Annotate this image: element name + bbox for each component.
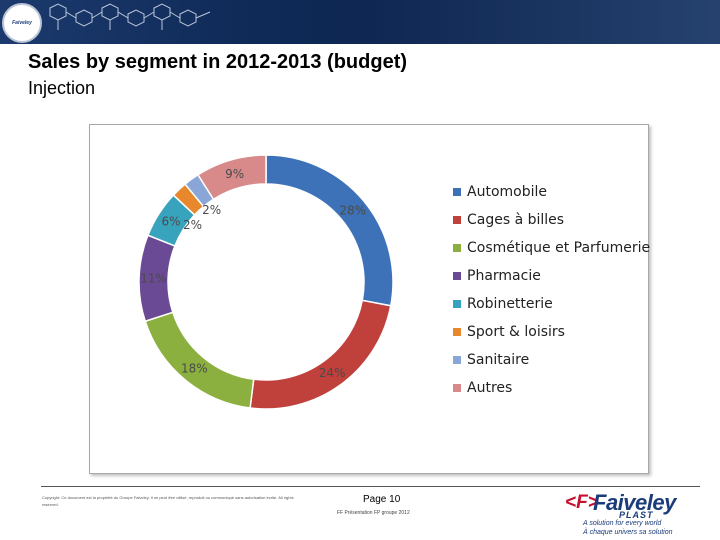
footer-disclaimer: Copyright: Ce document est la propriété … (42, 495, 294, 507)
legend-swatch (453, 272, 461, 280)
donut-slice-automobile (265, 154, 394, 307)
legend-label: Cages à billes (467, 212, 565, 228)
legend-swatch (453, 328, 461, 336)
page-footer-subtitle: FF Présentation FP groupe 2012 (337, 510, 410, 516)
legend-label: Autres (467, 380, 513, 396)
brand-tagline-en: A solution for every world (583, 520, 662, 527)
faiveley-logo: Faiveley (2, 3, 42, 43)
data-label-automobile: 28% (339, 203, 366, 217)
chart-frame: 28% 24% 18% 11% 6% 2% 2% 9% Automobile Cages à b… (89, 124, 651, 474)
legend-label: Sanitaire (467, 352, 530, 368)
data-label-sport-loisirs: 2% (183, 218, 202, 232)
faiveley-logo-text: Faiveley (12, 20, 32, 26)
faiveley-plast-logo: <F> Faiveley PLAST A solution for every … (565, 490, 705, 538)
molecule-decoration (49, 3, 211, 30)
footer-divider (41, 486, 700, 487)
data-label-pharmacie: 11% (140, 271, 167, 285)
page-title: Sales by segment in 2012-2013 (budget) (28, 51, 408, 73)
data-label-robinetterie: 6% (161, 215, 180, 229)
page-number: Page 10 (363, 494, 401, 505)
brand-mark: <F> (565, 492, 599, 513)
brand-tagline-fr: À chaque univers sa solution (583, 529, 673, 536)
brand-name: Faiveley (593, 490, 676, 515)
legend-swatch (453, 188, 461, 196)
legend-label: Robinetterie (467, 296, 553, 312)
page-subtitle: Injection (28, 78, 96, 98)
legend-swatch (453, 356, 461, 364)
legend-swatch (453, 244, 461, 252)
donut-slice-cosmetique-et-parfumerie (144, 311, 255, 409)
legend-label: Cosmétique et Parfumerie (467, 240, 651, 256)
legend-swatch (453, 216, 461, 224)
brand-sub: PLAST (619, 510, 654, 520)
data-label-sanitaire: 2% (202, 203, 221, 217)
header-banner: Faiveley (0, 0, 720, 44)
donut-slice-cages-a-billes (249, 299, 392, 410)
legend-label: Sport & loisirs (467, 324, 565, 340)
legend-swatch (453, 384, 461, 392)
data-label-cosmetique-et-parfumerie: 18% (181, 362, 208, 376)
data-label-autres: 9% (225, 167, 244, 181)
donut-chart: 28%24%18%11%6% 2%2%9% (138, 154, 394, 410)
legend-label: Automobile (467, 184, 547, 200)
banner-glow (360, 0, 720, 44)
donut-slice-autres (196, 154, 267, 201)
legend-swatch (453, 300, 461, 308)
data-label-cages-a-billes: 24% (319, 366, 346, 380)
legend-label: Pharmacie (467, 268, 541, 284)
